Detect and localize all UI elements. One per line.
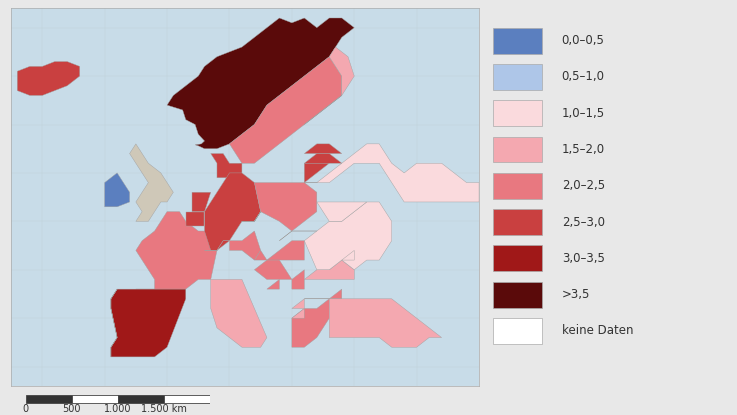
Polygon shape bbox=[304, 154, 342, 163]
Polygon shape bbox=[105, 173, 130, 207]
Bar bbox=[164, 395, 210, 403]
Polygon shape bbox=[204, 241, 229, 250]
Text: 2,0–2,5: 2,0–2,5 bbox=[562, 179, 605, 192]
Text: 3,0–3,5: 3,0–3,5 bbox=[562, 252, 604, 265]
Polygon shape bbox=[304, 47, 354, 124]
Polygon shape bbox=[317, 202, 367, 221]
Polygon shape bbox=[267, 279, 279, 289]
Polygon shape bbox=[130, 144, 173, 221]
Polygon shape bbox=[304, 202, 391, 270]
Polygon shape bbox=[136, 212, 217, 289]
Polygon shape bbox=[229, 57, 342, 168]
Bar bbox=[71, 395, 118, 403]
Polygon shape bbox=[292, 270, 304, 289]
Polygon shape bbox=[211, 279, 267, 347]
Polygon shape bbox=[167, 18, 354, 149]
Text: keine Daten: keine Daten bbox=[562, 325, 633, 337]
Polygon shape bbox=[304, 144, 479, 202]
Polygon shape bbox=[292, 299, 304, 308]
Polygon shape bbox=[292, 308, 304, 318]
Polygon shape bbox=[267, 241, 304, 260]
Text: 500: 500 bbox=[63, 404, 81, 414]
Polygon shape bbox=[254, 183, 317, 231]
Polygon shape bbox=[304, 289, 342, 299]
FancyBboxPatch shape bbox=[492, 209, 542, 235]
Polygon shape bbox=[111, 289, 117, 357]
FancyBboxPatch shape bbox=[492, 173, 542, 199]
Text: >3,5: >3,5 bbox=[562, 288, 590, 301]
Polygon shape bbox=[111, 289, 186, 357]
Polygon shape bbox=[304, 163, 329, 183]
Text: 0,5–1,0: 0,5–1,0 bbox=[562, 71, 605, 83]
Bar bbox=[118, 395, 164, 403]
FancyBboxPatch shape bbox=[492, 64, 542, 90]
Polygon shape bbox=[192, 192, 211, 212]
Text: 1.500 km: 1.500 km bbox=[141, 404, 187, 414]
Polygon shape bbox=[304, 260, 354, 279]
FancyBboxPatch shape bbox=[492, 282, 542, 308]
Polygon shape bbox=[279, 231, 317, 241]
Text: 1.000: 1.000 bbox=[104, 404, 132, 414]
FancyBboxPatch shape bbox=[492, 100, 542, 126]
Polygon shape bbox=[211, 154, 242, 178]
FancyBboxPatch shape bbox=[492, 245, 542, 271]
Polygon shape bbox=[242, 212, 261, 221]
Text: 1,5–2,0: 1,5–2,0 bbox=[562, 143, 605, 156]
Text: 0: 0 bbox=[23, 404, 29, 414]
Polygon shape bbox=[292, 299, 329, 347]
Text: 0,0–0,5: 0,0–0,5 bbox=[562, 34, 604, 47]
Polygon shape bbox=[17, 61, 80, 95]
FancyBboxPatch shape bbox=[492, 137, 542, 163]
Polygon shape bbox=[304, 144, 342, 154]
Polygon shape bbox=[254, 260, 292, 279]
Polygon shape bbox=[229, 231, 261, 260]
Text: 1,0–1,5: 1,0–1,5 bbox=[562, 107, 605, 120]
Polygon shape bbox=[186, 212, 204, 226]
Bar bbox=[26, 395, 71, 403]
Polygon shape bbox=[329, 299, 441, 347]
FancyBboxPatch shape bbox=[492, 318, 542, 344]
Polygon shape bbox=[204, 173, 261, 250]
Polygon shape bbox=[342, 250, 354, 260]
Text: 2,5–3,0: 2,5–3,0 bbox=[562, 215, 605, 229]
Polygon shape bbox=[254, 250, 267, 260]
FancyBboxPatch shape bbox=[492, 28, 542, 54]
